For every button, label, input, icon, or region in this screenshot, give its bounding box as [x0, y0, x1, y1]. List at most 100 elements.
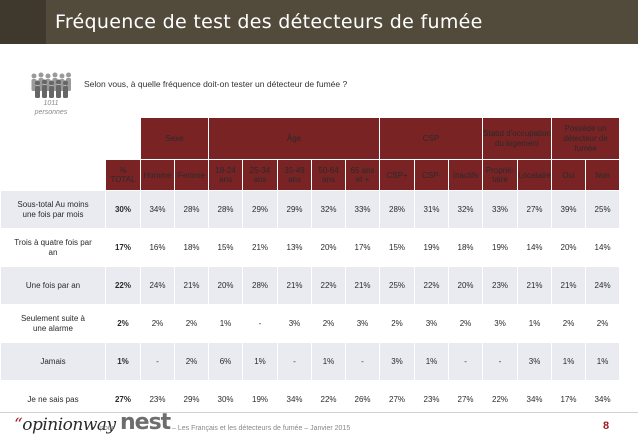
footer-pour: pour [100, 425, 115, 432]
row-label-line: an [48, 247, 58, 257]
table-cell: 2% [312, 305, 346, 342]
group-header-statut-line: du logement [495, 138, 540, 148]
table-cell: 3% [483, 305, 518, 342]
table-cell: 31% [415, 191, 449, 228]
column-header-row: % TOTAL Homme Femme 18-24 ans 25-34 ans … [1, 160, 620, 190]
col-header-line: Proprié- [485, 166, 515, 175]
cell-total: 17% [106, 229, 140, 266]
col-header-locataire: Locataire [518, 160, 552, 190]
table-row: Sous-total Au moins une fois par mois 30%… [1, 191, 620, 228]
table-cell: 16% [141, 229, 174, 266]
table-cell: 21% [518, 267, 552, 304]
header-spacer [1, 118, 140, 159]
group-header-possede-line: Possède un [564, 123, 607, 133]
row-label-line: Trois à quatre fois par [14, 237, 92, 247]
table-cell: 27% [380, 381, 415, 418]
group-header-sexe: Sexe [141, 118, 209, 159]
table-cell: 1% [312, 343, 346, 380]
group-header-statut: Statut d'occupation du logement [483, 118, 552, 159]
logo-quote: “ [14, 415, 23, 435]
table-cell: 2% [141, 305, 174, 342]
table-cell: 3% [518, 343, 552, 380]
table-cell: 29% [243, 191, 278, 228]
table-cell: 33% [346, 191, 380, 228]
table-cell: 15% [380, 229, 415, 266]
table-cell: 3% [278, 305, 312, 342]
logo-text: opinionway [22, 415, 116, 435]
table-cell: 2% [449, 305, 483, 342]
row-label-line: Une fois par an [25, 280, 81, 290]
table-cell: 2% [380, 305, 415, 342]
results-table: Sexe Âge CSP Statut d'occupation du loge… [0, 117, 620, 419]
table-cell: - [243, 305, 278, 342]
table-cell: 28% [175, 191, 209, 228]
table-cell: - [346, 343, 380, 380]
row-label: Jamais [1, 343, 105, 380]
row-label: Sous-total Au moins une fois par mois [1, 191, 105, 228]
table-cell: 22% [415, 267, 449, 304]
col-header-csp-plus: CSP+ [380, 160, 415, 190]
sample-count: 1011 [43, 100, 59, 107]
col-header-proprietaire: Proprié- taire [483, 160, 518, 190]
table-cell: 20% [209, 267, 243, 304]
table-cell: 24% [586, 267, 620, 304]
row-label-line: Sous-total Au moins [17, 199, 89, 209]
table-cell: 20% [552, 229, 586, 266]
table-cell: 3% [415, 305, 449, 342]
row-label: Une fois par an [1, 267, 105, 304]
table-row: Trois à quatre fois par an 17% 16% 18% 15… [1, 229, 620, 266]
sample-size: 1011 personnes [22, 99, 80, 117]
table-cell: 34% [141, 191, 174, 228]
row-label: Je ne sais pas [1, 381, 105, 418]
sample-unit: personnes [34, 109, 68, 116]
title-bar [0, 0, 638, 44]
table-cell: 21% [346, 267, 380, 304]
col-header-18-24: 18-24 ans [209, 160, 243, 190]
table-cell: 23% [141, 381, 174, 418]
group-header-possede-line: détecteur de [563, 133, 608, 143]
group-header-age: Âge [209, 118, 380, 159]
row-label-line: Seulement suite à [20, 313, 86, 323]
table-cell: 1% [209, 305, 243, 342]
row-label: Seulement suite à une alarme [1, 305, 105, 342]
table-cell: 23% [415, 381, 449, 418]
table-cell: 19% [483, 229, 518, 266]
table-cell: 25% [586, 191, 620, 228]
table-cell: 21% [552, 267, 586, 304]
table-cell: 19% [243, 381, 278, 418]
group-header-possede: Possède un détecteur de fumée [552, 118, 620, 159]
table-cell: 1% [415, 343, 449, 380]
table-cell: 20% [449, 267, 483, 304]
table-cell: 19% [415, 229, 449, 266]
table-cell: 14% [586, 229, 620, 266]
cell-total: 1% [106, 343, 140, 380]
row-label: Trois à quatre fois par an [1, 229, 105, 266]
footer-caption: – Les Français et les détecteurs de fumé… [172, 425, 351, 432]
table-cell: - [449, 343, 483, 380]
table-cell: 24% [141, 267, 174, 304]
table-cell: 27% [518, 191, 552, 228]
opinionway-logo: “opinionway [14, 415, 116, 435]
table-cell: 2% [552, 305, 586, 342]
page-number: 8 [603, 420, 610, 432]
col-header-total: % TOTAL [106, 160, 140, 190]
table-cell: 32% [449, 191, 483, 228]
table-cell: - [483, 343, 518, 380]
group-header-statut-line: Statut d'occupation [483, 128, 551, 138]
table-cell: 28% [380, 191, 415, 228]
table-cell: 2% [175, 305, 209, 342]
group-header-row: Sexe Âge CSP Statut d'occupation du loge… [1, 118, 620, 159]
table-cell: 1% [518, 305, 552, 342]
table-cell: 27% [449, 381, 483, 418]
table-cell: 34% [518, 381, 552, 418]
col-header-line: 65 ans [350, 166, 375, 175]
table-cell: 22% [312, 381, 346, 418]
table-row: Je ne sais pas 27% 23% 29% 30% 19% 34% 2… [1, 381, 620, 418]
col-header-oui: Oui [552, 160, 586, 190]
group-header-csp: CSP [380, 118, 483, 159]
table-cell: 28% [209, 191, 243, 228]
table-cell: 18% [449, 229, 483, 266]
col-header-line: et + [355, 175, 370, 184]
table-cell: 13% [278, 229, 312, 266]
header-spacer [1, 160, 105, 190]
